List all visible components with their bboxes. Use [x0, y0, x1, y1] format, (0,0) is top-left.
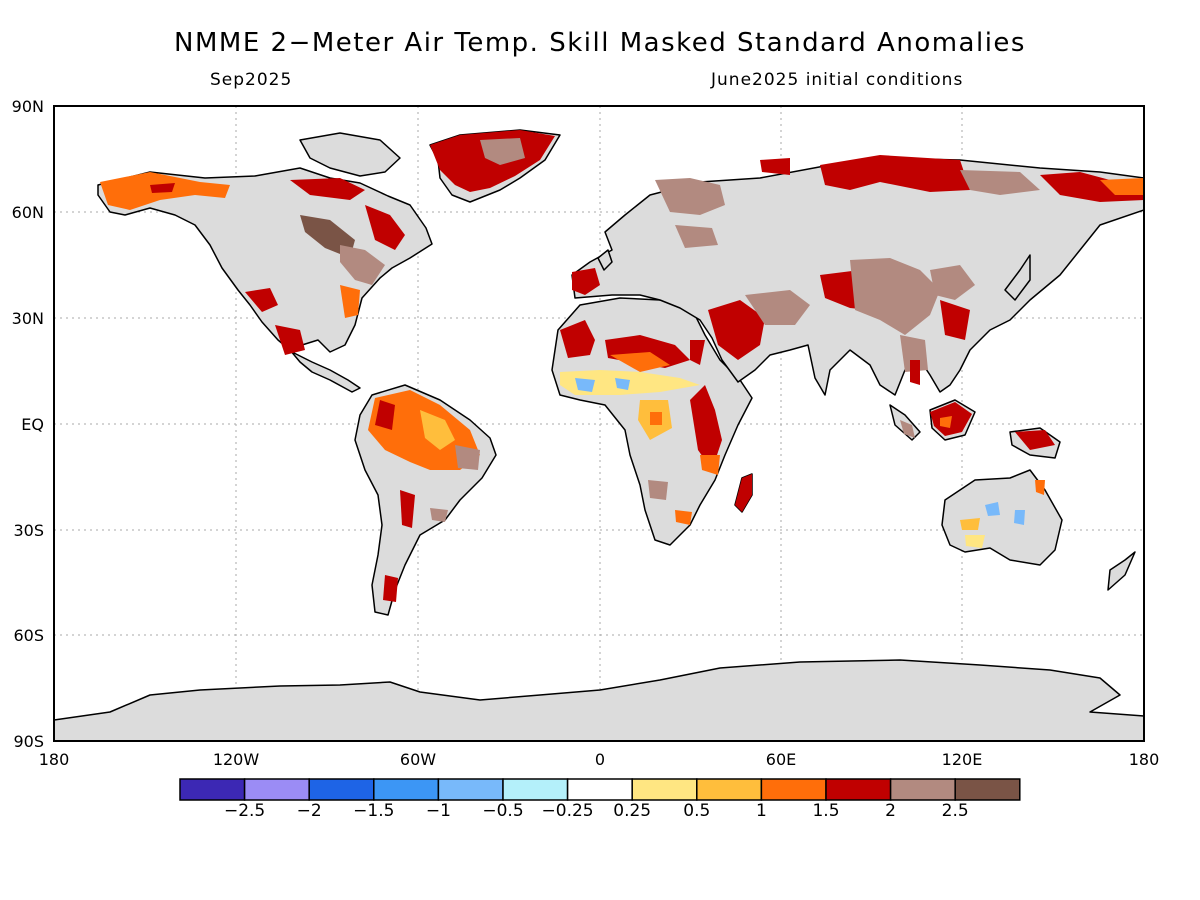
colorbar-label: −0.25 [541, 801, 594, 821]
colorbar-swatch [889, 778, 956, 801]
antarctica [54, 659, 1144, 741]
colorbar-label: −2 [296, 801, 322, 821]
colorbar-label: 0.25 [613, 801, 652, 821]
y-tick-eq: EQ [21, 415, 44, 434]
colorbar-label: 1.5 [812, 801, 840, 821]
anomaly-shading [100, 130, 1144, 602]
colorbar-swatch [631, 778, 698, 801]
x-tick-0: 0 [594, 750, 606, 769]
x-tick-60e: 60E [765, 750, 797, 769]
x-tick-60w: 60W [399, 750, 437, 769]
arctic-archipelago [299, 132, 401, 177]
y-tick-60s: 60S [13, 626, 44, 645]
colorbar-label: 1 [755, 801, 767, 821]
y-tick-90s: 90S [13, 732, 44, 751]
japan [1004, 254, 1031, 301]
x-tick-180e: 180 [1128, 750, 1160, 769]
colorbar-label: 2.5 [941, 801, 969, 821]
land-masses [54, 129, 1144, 741]
colorbar-label: 2 [885, 801, 896, 821]
colorbar-swatch [243, 778, 310, 801]
x-tick-120e: 120E [941, 750, 983, 769]
x-tick-180w: 180 [38, 750, 70, 769]
colorbar-swatch [760, 778, 827, 801]
colorbar-swatch [308, 778, 375, 801]
colorbar [179, 778, 1021, 801]
plot-frame [53, 105, 1145, 742]
x-tick-120w: 120W [212, 750, 260, 769]
initial-conditions-label: June2025 initial conditions [711, 70, 964, 90]
colorbar-swatch [696, 778, 763, 801]
colorbar-swatch [373, 778, 440, 801]
colorbar-swatch [502, 778, 569, 801]
y-tick-30n: 30N [11, 309, 44, 328]
colorbar-label: 0.5 [683, 801, 711, 821]
colorbar-label: −2.5 [223, 801, 266, 821]
colorbar-label: −1 [425, 801, 451, 821]
colorbar-swatch [825, 778, 892, 801]
y-tick-90n: 90N [11, 97, 44, 116]
chart-title: NMME 2−Meter Air Temp. Skill Masked Stan… [174, 28, 1026, 58]
colorbar-label: −1.5 [353, 801, 395, 821]
colorbar-swatch [179, 778, 246, 801]
colorbar-label: −0.5 [482, 801, 524, 821]
colorbar-swatch [954, 778, 1021, 801]
colorbar-swatch [437, 778, 504, 801]
y-tick-60n: 60N [11, 203, 44, 222]
north-america [97, 167, 433, 393]
uk-ireland [597, 249, 613, 271]
new-zealand [1107, 551, 1136, 591]
y-tick-30s: 30S [13, 521, 44, 540]
forecast-month-label: Sep2025 [210, 70, 293, 90]
colorbar-swatch [566, 778, 633, 801]
